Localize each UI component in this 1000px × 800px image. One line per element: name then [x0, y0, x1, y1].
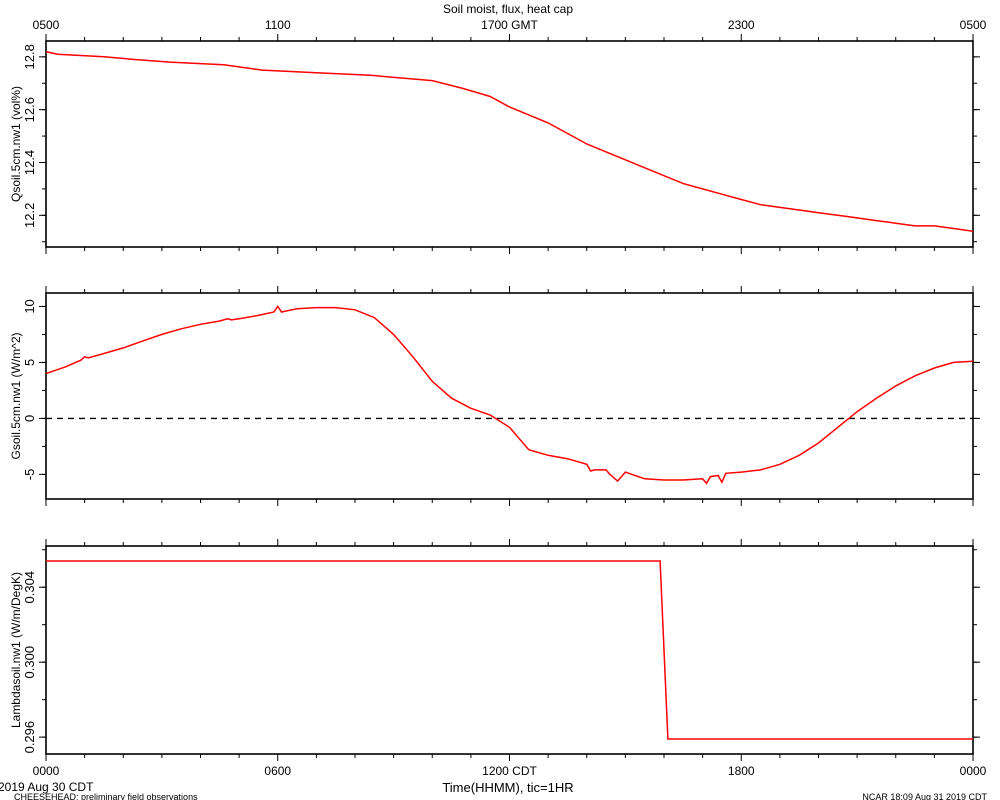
y-tick-label: 0.304	[22, 571, 37, 604]
panels: 12.2 12.4 12.6 12.8 Qsoil.5cm.nw1 (vol%) -5 0 5…	[9, 34, 980, 761]
cdt-tick-label: 0600	[264, 764, 291, 778]
gmt-tick-label: 0500	[960, 18, 987, 32]
y-tick-label: 0	[22, 415, 37, 422]
y-tick-label: 12.6	[22, 97, 37, 122]
y-tick-label: 12.4	[22, 150, 37, 175]
panel-2: -5 0 5 10 Gsoil.5cm.nw1 (W/m^2)	[9, 286, 980, 506]
footer-left: CHEESEHEAD: preliminary field observatio…	[14, 792, 198, 800]
y-tick-label: 5	[22, 359, 37, 366]
series-line	[46, 560, 973, 740]
y-axis-label: Gsoil.5cm.nw1 (W/m^2)	[9, 333, 23, 460]
chart-title: Soil moist, flux, heat cap	[443, 2, 573, 16]
y-tick-label: 0.296	[22, 721, 37, 754]
cdt-tick-label: 0000	[960, 764, 987, 778]
gmt-tick-label: 0500	[33, 18, 60, 32]
series-line	[45, 50, 974, 232]
series-line	[45, 305, 974, 485]
plot-frame	[45, 40, 974, 248]
x-axis-label: Time(HHMM), tic=1HR	[442, 780, 573, 795]
footer-right: NCAR 18:09 Aug 31 2019 CDT	[862, 792, 987, 800]
y-tick-label: 12.8	[22, 44, 37, 69]
cdt-tick-label: 0000	[33, 764, 60, 778]
panel-1: 12.2 12.4 12.6 12.8 Qsoil.5cm.nw1 (vol%)	[9, 34, 980, 254]
y-axis-label: Qsoil.5cm.nw1 (vol%)	[9, 86, 23, 202]
date-label: 2019 Aug 30 CDT	[0, 780, 94, 794]
y-tick-label: 0.300	[22, 646, 37, 679]
y-tick-label: -5	[22, 469, 37, 481]
cdt-tick-label: 1200 CDT	[482, 764, 537, 778]
gmt-tick-label: 2300	[728, 18, 755, 32]
gmt-tick-label: 1100	[265, 18, 291, 32]
y-axis-label: Lambdasoil.nw1 (W/m/DegK)	[9, 572, 23, 728]
cdt-tick-label: 1800	[728, 764, 755, 778]
gmt-tick-label: 1700 GMT	[481, 18, 538, 32]
plot-frame	[45, 545, 974, 755]
plot-frame	[45, 292, 974, 500]
y-tick-label: 12.2	[22, 203, 37, 228]
y-tick-label: 10	[22, 299, 37, 313]
